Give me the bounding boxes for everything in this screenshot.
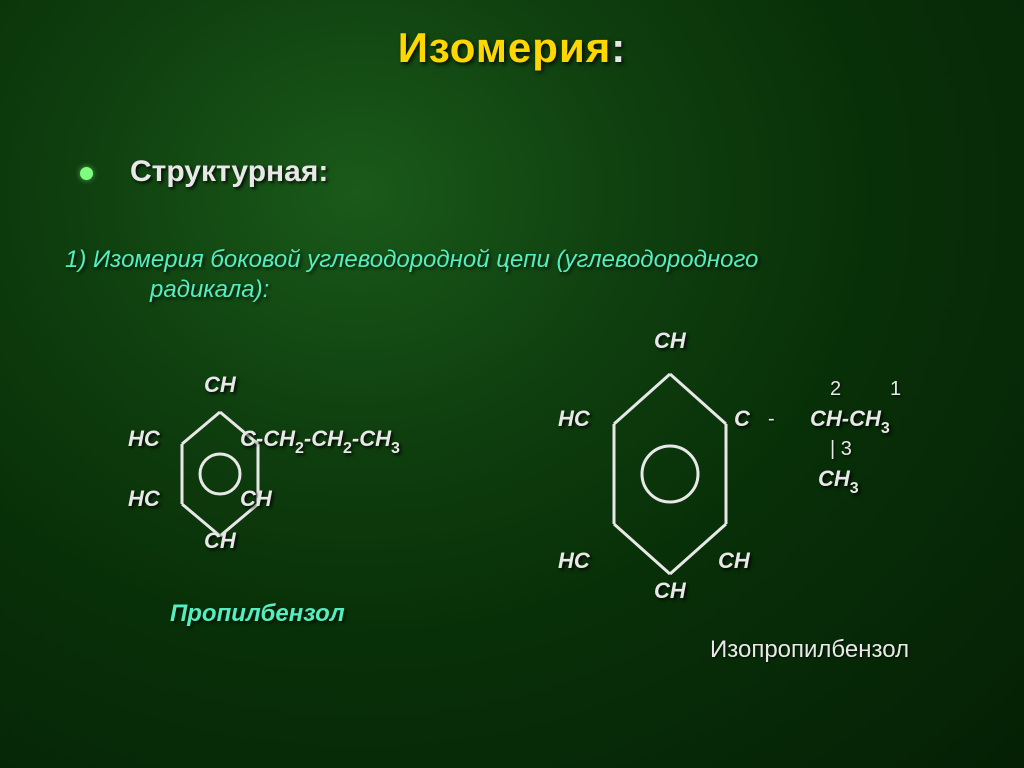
- ch-top-left: CH: [204, 372, 236, 398]
- bullet-icon: [80, 167, 93, 180]
- desc-line2: радикала):: [65, 275, 269, 305]
- chain2-right: CH3: [818, 466, 859, 496]
- right-chain-left: C-CH2-CH2-CH3: [240, 426, 400, 456]
- ch-top-right: CH: [654, 328, 686, 354]
- pipe-right: | 3: [830, 438, 852, 461]
- dash-right: -: [768, 408, 775, 431]
- chain-sub3: 3: [391, 440, 400, 457]
- title-colon: :: [611, 24, 626, 71]
- chain1-text: CH-CH: [810, 406, 881, 431]
- hc-tl-right: HC: [558, 406, 590, 432]
- slide-title: Изомерия:: [0, 24, 1024, 72]
- caption-propylbenzene: Пропилбензол: [170, 600, 345, 628]
- structure-propylbenzene: CH HC C-CH2-CH2-CH3 HC CH CH Пропилбензо…: [110, 390, 510, 650]
- hc-tl-left: HC: [128, 426, 160, 452]
- chain1-right: CH-CH3: [810, 406, 890, 436]
- chain2-sub: 3: [850, 480, 859, 497]
- chain1-sub: 3: [881, 420, 890, 437]
- num-1: 1: [890, 378, 901, 401]
- num-2: 2: [830, 378, 841, 401]
- description: 1) Изомерия боковой углеводородной цепи …: [65, 245, 758, 305]
- c-right: C: [734, 406, 750, 432]
- subheading: Структурная:: [130, 155, 328, 189]
- chain-sub2: 2: [343, 440, 352, 457]
- structure-isopropylbenzene: CH HC 2 1 C - CH-CH3 | 3 CH3 HC CH CH Из…: [540, 348, 980, 668]
- ch-br-left: CH: [240, 486, 272, 512]
- chain-part1: C-CH: [240, 426, 295, 451]
- chain-sub1: 2: [295, 440, 304, 457]
- hc-bl-right: HC: [558, 548, 590, 574]
- pipe-char: |: [830, 438, 835, 460]
- pipe-num: 3: [841, 438, 852, 460]
- hc-bl-left: HC: [128, 486, 160, 512]
- title-text: Изомерия: [398, 24, 612, 71]
- desc-line1: 1) Изомерия боковой углеводородной цепи …: [65, 246, 758, 273]
- chain-part2: -CH: [304, 426, 343, 451]
- chain2-text: CH: [818, 466, 850, 491]
- ch-bottom-right: CH: [654, 578, 686, 604]
- chain-part3: -CH: [352, 426, 391, 451]
- ch-br-right: CH: [718, 548, 750, 574]
- ch-bottom-left: CH: [204, 528, 236, 554]
- caption-isopropylbenzene: Изопропилбензол: [710, 636, 909, 664]
